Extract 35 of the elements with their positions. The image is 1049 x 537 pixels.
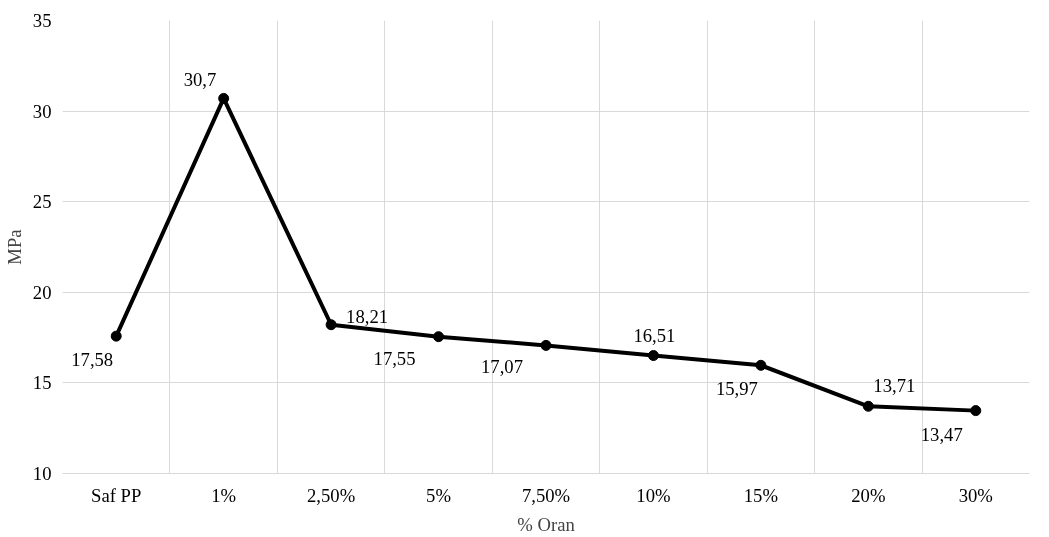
y-tick-label: 15 bbox=[32, 372, 52, 394]
point bbox=[325, 319, 337, 331]
point bbox=[647, 350, 659, 362]
x-tick-label: 10% bbox=[636, 484, 671, 506]
point bbox=[218, 92, 230, 104]
x-tick-label: 15% bbox=[743, 484, 778, 506]
point bbox=[433, 331, 445, 343]
y-tick-label: 30 bbox=[32, 100, 52, 122]
point bbox=[862, 400, 874, 412]
data-label: 15,97 bbox=[715, 378, 758, 400]
y-tick-label: 10 bbox=[32, 463, 52, 484]
x-tick-label: 30% bbox=[958, 484, 993, 506]
x-axis-title: % Oran bbox=[517, 513, 576, 535]
x-tick-label: 1% bbox=[211, 484, 237, 506]
x-tick-label: Saf PP bbox=[91, 484, 142, 506]
x-tick-label: 7,50% bbox=[521, 484, 571, 506]
point bbox=[755, 359, 767, 371]
data-label: 13,71 bbox=[873, 375, 916, 397]
data-label: 13,47 bbox=[920, 423, 963, 445]
y-tick-label: 25 bbox=[32, 191, 52, 213]
data-label: 17,55 bbox=[373, 347, 416, 369]
y-tick-label: 35 bbox=[32, 10, 52, 31]
x-tick-label: 5% bbox=[426, 484, 451, 506]
x-tick-label: 20% bbox=[851, 484, 886, 506]
data-label: 17,58 bbox=[71, 349, 114, 371]
data-label: 18,21 bbox=[346, 305, 389, 327]
x-tick-label: 2,50% bbox=[307, 484, 356, 506]
data-label: 30,7 bbox=[183, 69, 217, 91]
point bbox=[970, 405, 982, 417]
y-tick-label: 20 bbox=[32, 281, 52, 303]
y-axis-title: MPa bbox=[3, 228, 25, 265]
point bbox=[110, 330, 122, 342]
data-label: 17,07 bbox=[481, 356, 523, 378]
point bbox=[540, 339, 552, 351]
data-label: 16,51 bbox=[633, 324, 676, 346]
